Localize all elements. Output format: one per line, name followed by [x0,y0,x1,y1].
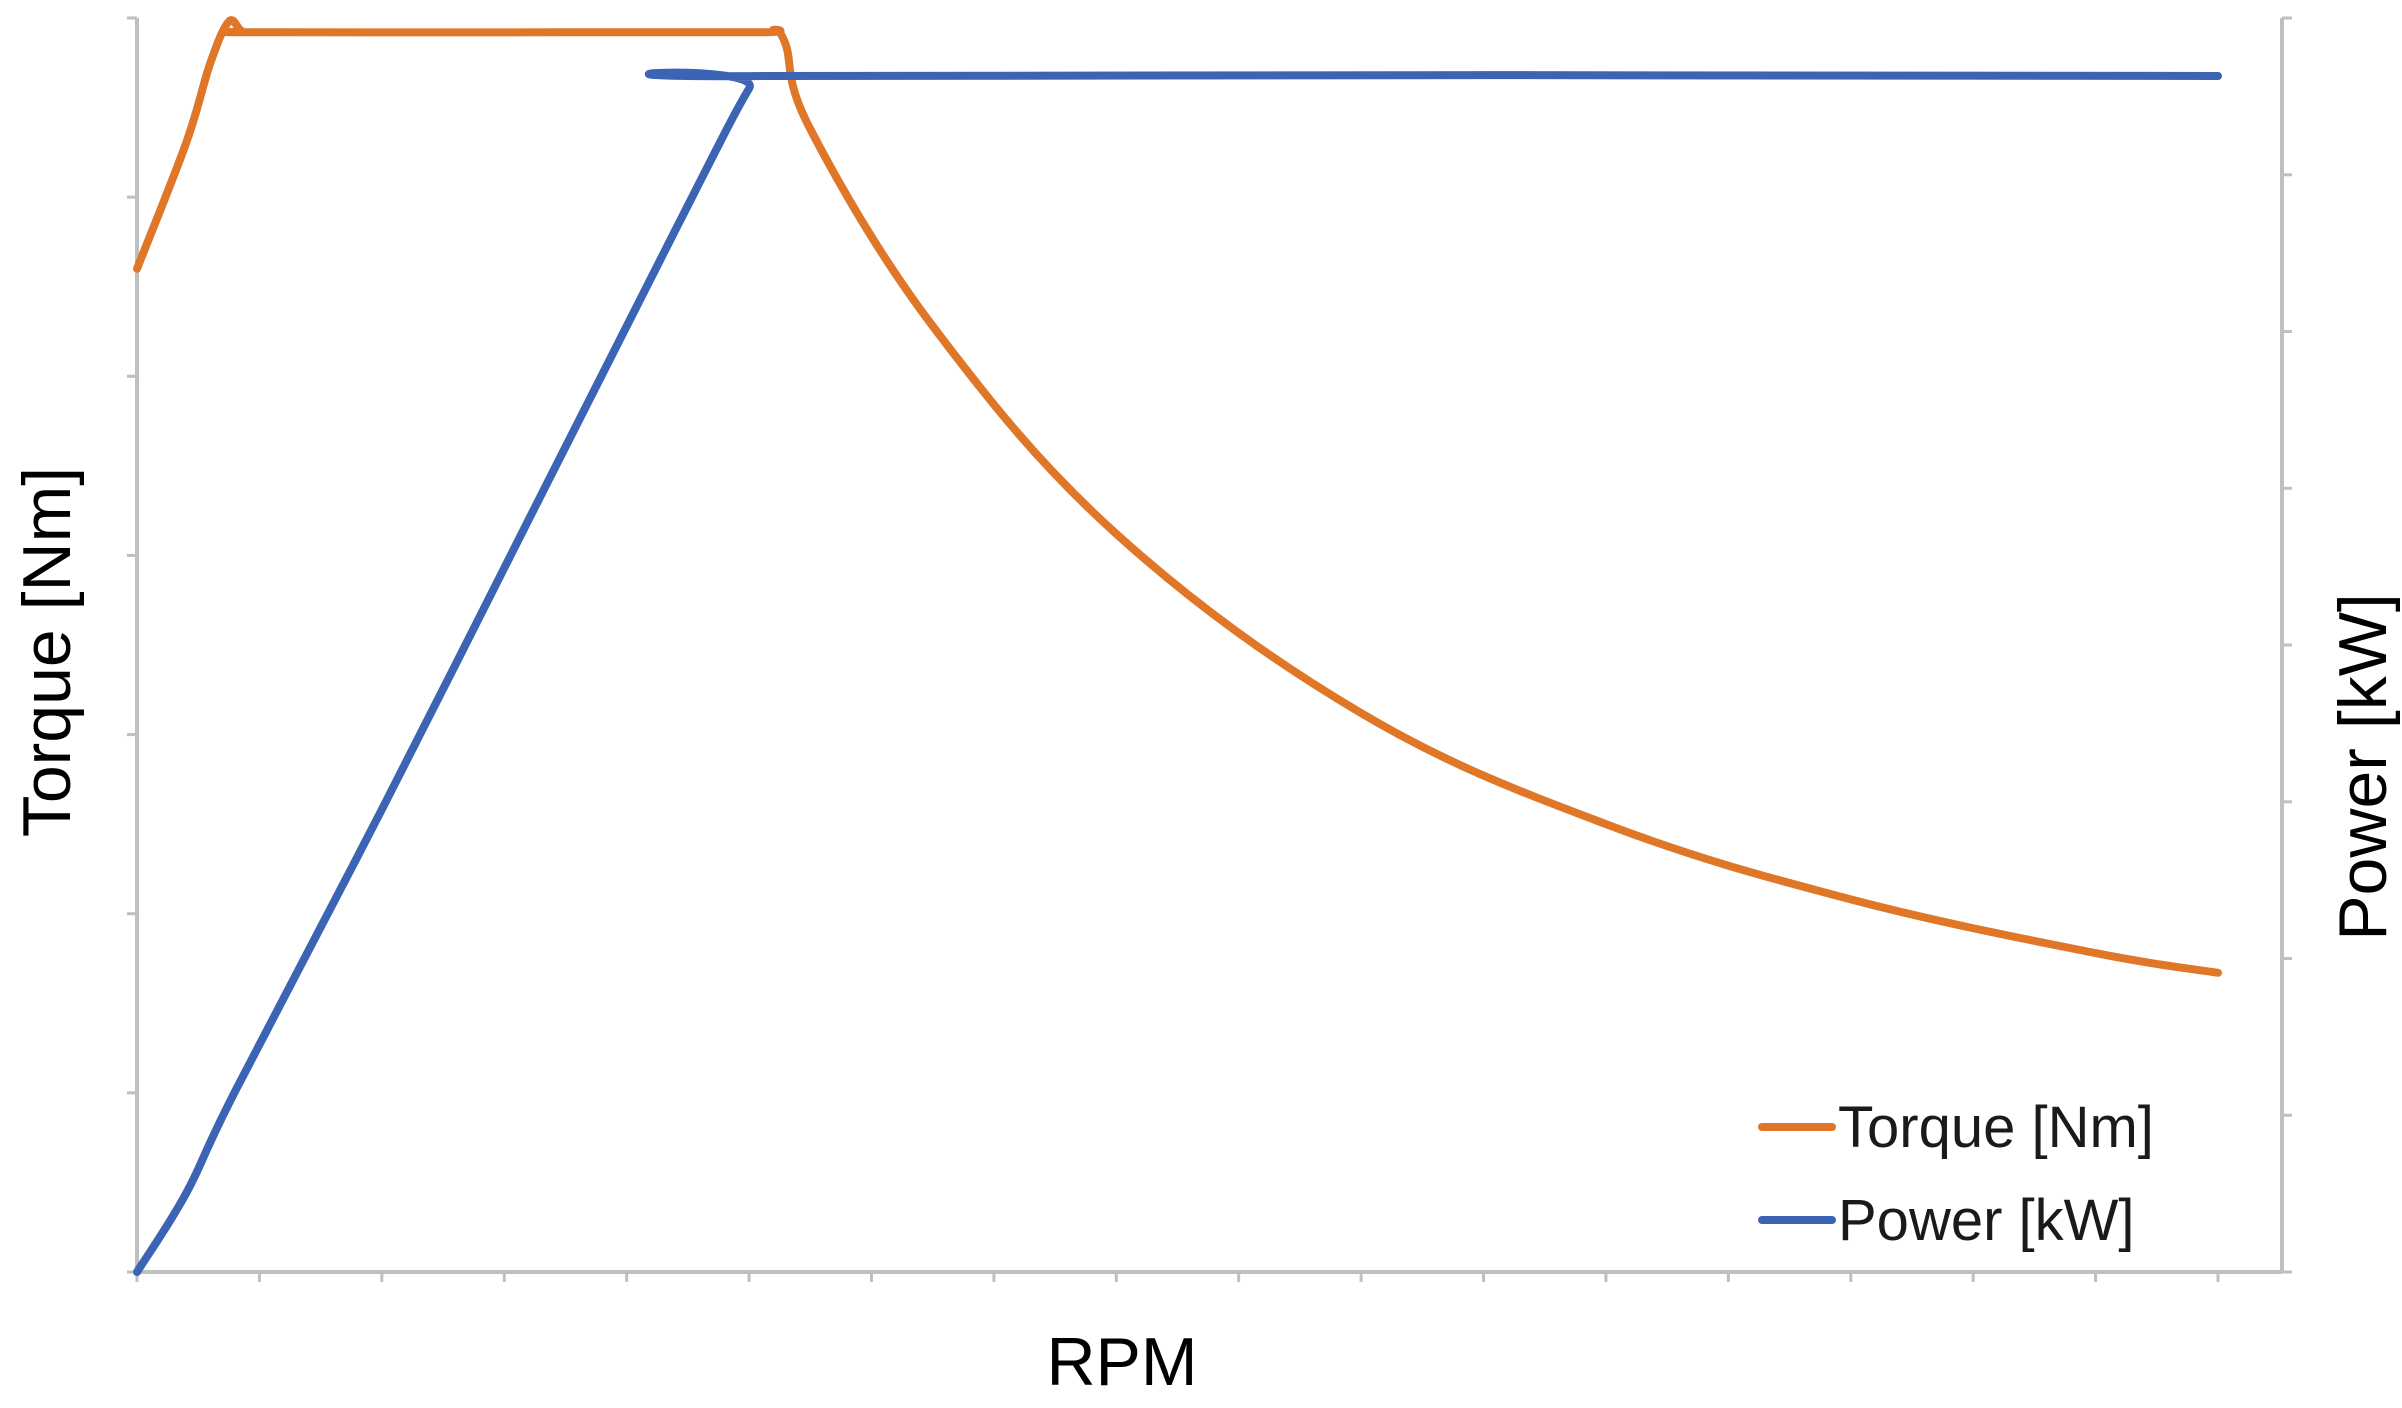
y2-axis-title: Power [kW] [2325,593,2401,941]
y-axis-title: Torque [Nm] [9,467,85,837]
axes [135,18,2284,1274]
x-axis-title: RPM [1046,1324,1197,1400]
series-line-power [133,68,2222,1276]
plot-area [133,16,2222,1276]
legend-label-torque: Torque [Nm] [1838,1095,2154,1160]
legend: Torque [Nm] Power [kW] [1758,1095,2154,1253]
axis-ticks [127,16,2292,1282]
series-line-torque [133,16,2222,977]
legend-label-power: Power [kW] [1838,1188,2135,1253]
